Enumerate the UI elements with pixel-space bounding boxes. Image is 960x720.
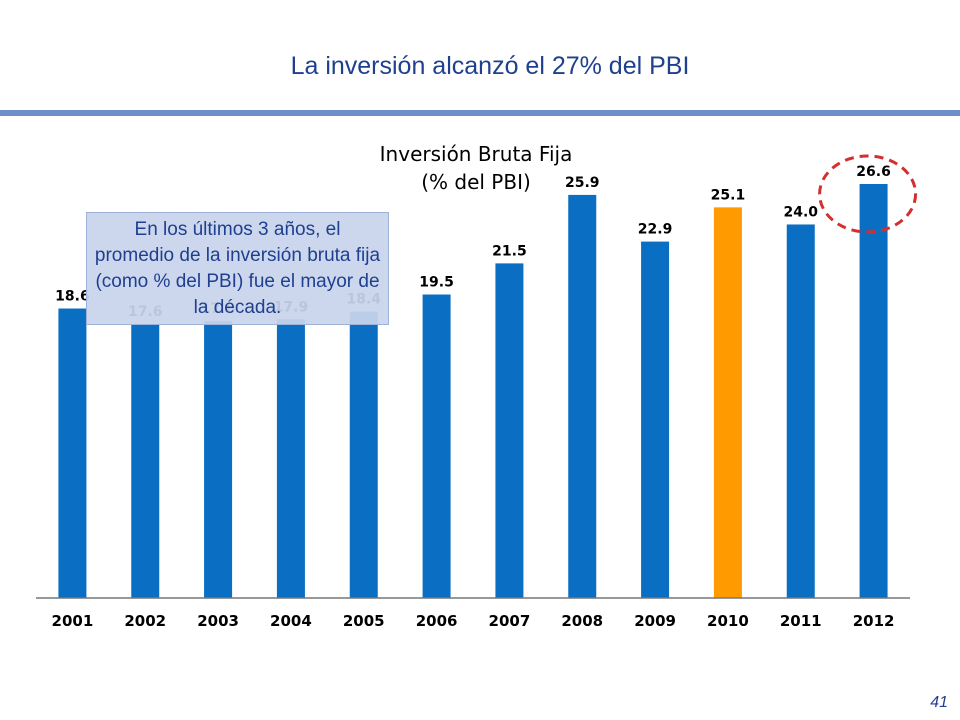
x-tick-label-2004: 2004 xyxy=(270,612,312,630)
x-tick-label-2001: 2001 xyxy=(52,612,94,630)
value-label-2001: 18.6 xyxy=(55,289,90,305)
bar-2008 xyxy=(568,194,597,598)
value-label-2010: 25.1 xyxy=(711,187,746,203)
bar-2005 xyxy=(349,311,378,598)
bar-2006 xyxy=(422,294,451,598)
title-divider xyxy=(0,110,960,116)
page-number: 41 xyxy=(930,694,948,711)
bar-2010 xyxy=(713,207,742,598)
x-tick-label-2009: 2009 xyxy=(634,612,676,630)
bar-2012 xyxy=(859,184,888,599)
x-tick-label-2005: 2005 xyxy=(343,612,385,630)
bar-2007 xyxy=(495,263,524,598)
bar-2011 xyxy=(786,224,815,599)
x-tick-label-2002: 2002 xyxy=(124,612,166,630)
bar-2004 xyxy=(276,319,305,598)
bar-2009 xyxy=(641,241,670,599)
x-tick-label-2010: 2010 xyxy=(707,612,749,630)
value-label-2009: 22.9 xyxy=(638,222,673,238)
x-tick-label-2006: 2006 xyxy=(416,612,458,630)
x-tick-label-2011: 2011 xyxy=(780,612,822,630)
bar-2002 xyxy=(131,324,160,598)
x-tick-label-2012: 2012 xyxy=(853,612,895,630)
callout-box: En los últimos 3 años, el promedio de la… xyxy=(86,212,389,325)
chart-subtitle-text: (% del PBI) xyxy=(421,170,531,194)
x-tick-label-2003: 2003 xyxy=(197,612,239,630)
highlight-circle xyxy=(818,154,918,234)
bar-2003 xyxy=(204,320,233,598)
chart-title-text: Inversión Bruta Fija xyxy=(379,142,573,166)
bar-2001 xyxy=(58,308,87,598)
value-label-2006: 19.5 xyxy=(419,275,454,291)
x-tick-label-2007: 2007 xyxy=(489,612,531,630)
value-label-2011: 24.0 xyxy=(783,204,818,220)
slide-title: La inversión alcanzó el 27% del PBI xyxy=(290,52,690,80)
chart-title: Inversión Bruta Fija (% del PBI) xyxy=(346,140,606,196)
value-label-2007: 21.5 xyxy=(492,243,527,259)
value-label-2012: 26.6 xyxy=(856,164,891,180)
x-tick-label-2008: 2008 xyxy=(561,612,603,630)
value-label-2008: 25.9 xyxy=(565,175,600,191)
